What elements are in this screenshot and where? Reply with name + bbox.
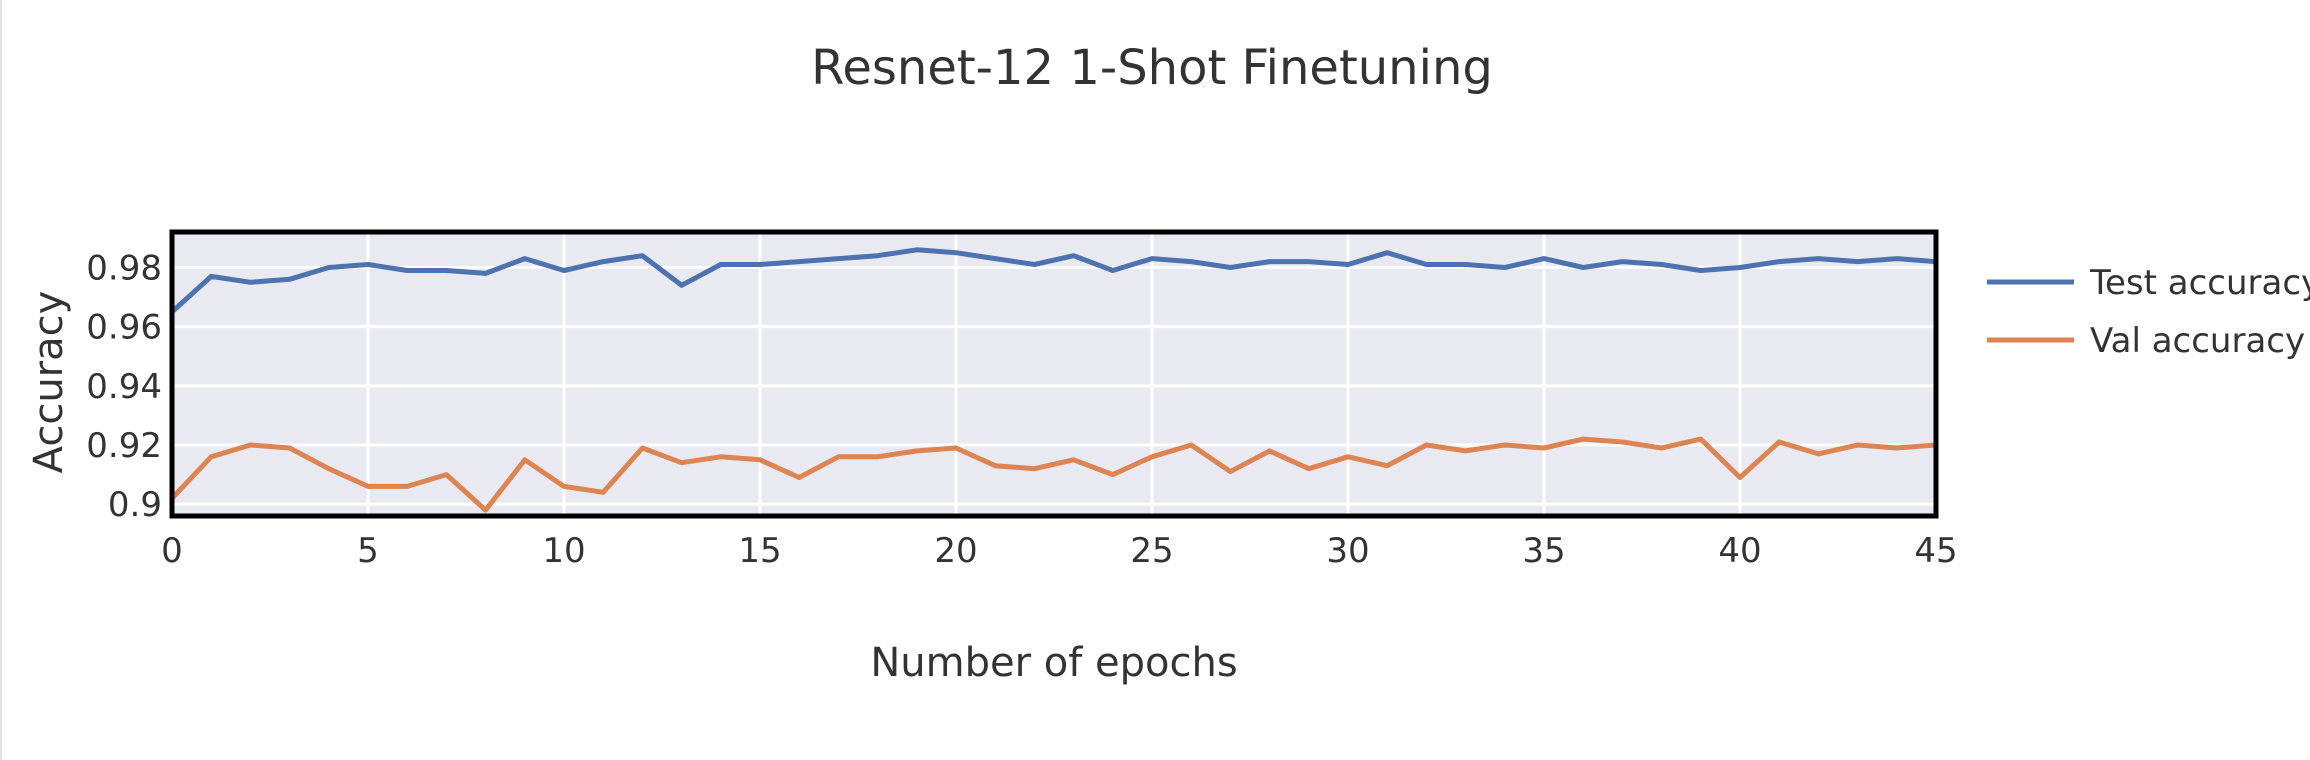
y-axis-ticks: 0.9 0.92 0.94 0.96 0.98 [86,249,162,526]
x-tick-label: 45 [1914,531,1957,571]
plot-frame [169,229,1939,519]
grid [170,232,1938,516]
series-line-test-accuracy [172,247,1936,315]
x-tick-label: 30 [1326,531,1369,571]
series-lines [172,247,1936,513]
x-tick-label: 25 [1130,531,1173,571]
y-tick-label: 0.98 [86,249,162,289]
chart-title: Resnet-12 1-Shot Finetuning [811,40,1493,96]
plot-background [172,232,1936,516]
y-tick-label: 0.94 [86,367,162,407]
x-tick-label: 20 [934,531,977,571]
y-tick-label: 0.96 [86,308,162,348]
y-tick-label: 0.9 [108,485,162,525]
y-tick-label: 0.92 [86,426,162,466]
x-tick-label: 15 [738,531,781,571]
x-tick-label: 5 [357,531,379,571]
x-axis-ticks: 0 5 10 15 20 25 30 35 40 45 [161,531,1957,571]
series-line-val-accuracy [172,436,1936,513]
x-tick-label: 10 [542,531,585,571]
y-axis-title: Accuracy [26,291,72,474]
x-tick-label: 35 [1522,531,1565,571]
x-tick-label: 40 [1718,531,1761,571]
x-axis-title: Number of epochs [870,640,1237,686]
x-tick-label: 0 [161,531,183,571]
legend: Test accuracy Val accuracy [1987,263,2310,361]
legend-label-test-accuracy: Test accuracy [2089,263,2310,303]
legend-label-val-accuracy: Val accuracy [2090,321,2305,361]
